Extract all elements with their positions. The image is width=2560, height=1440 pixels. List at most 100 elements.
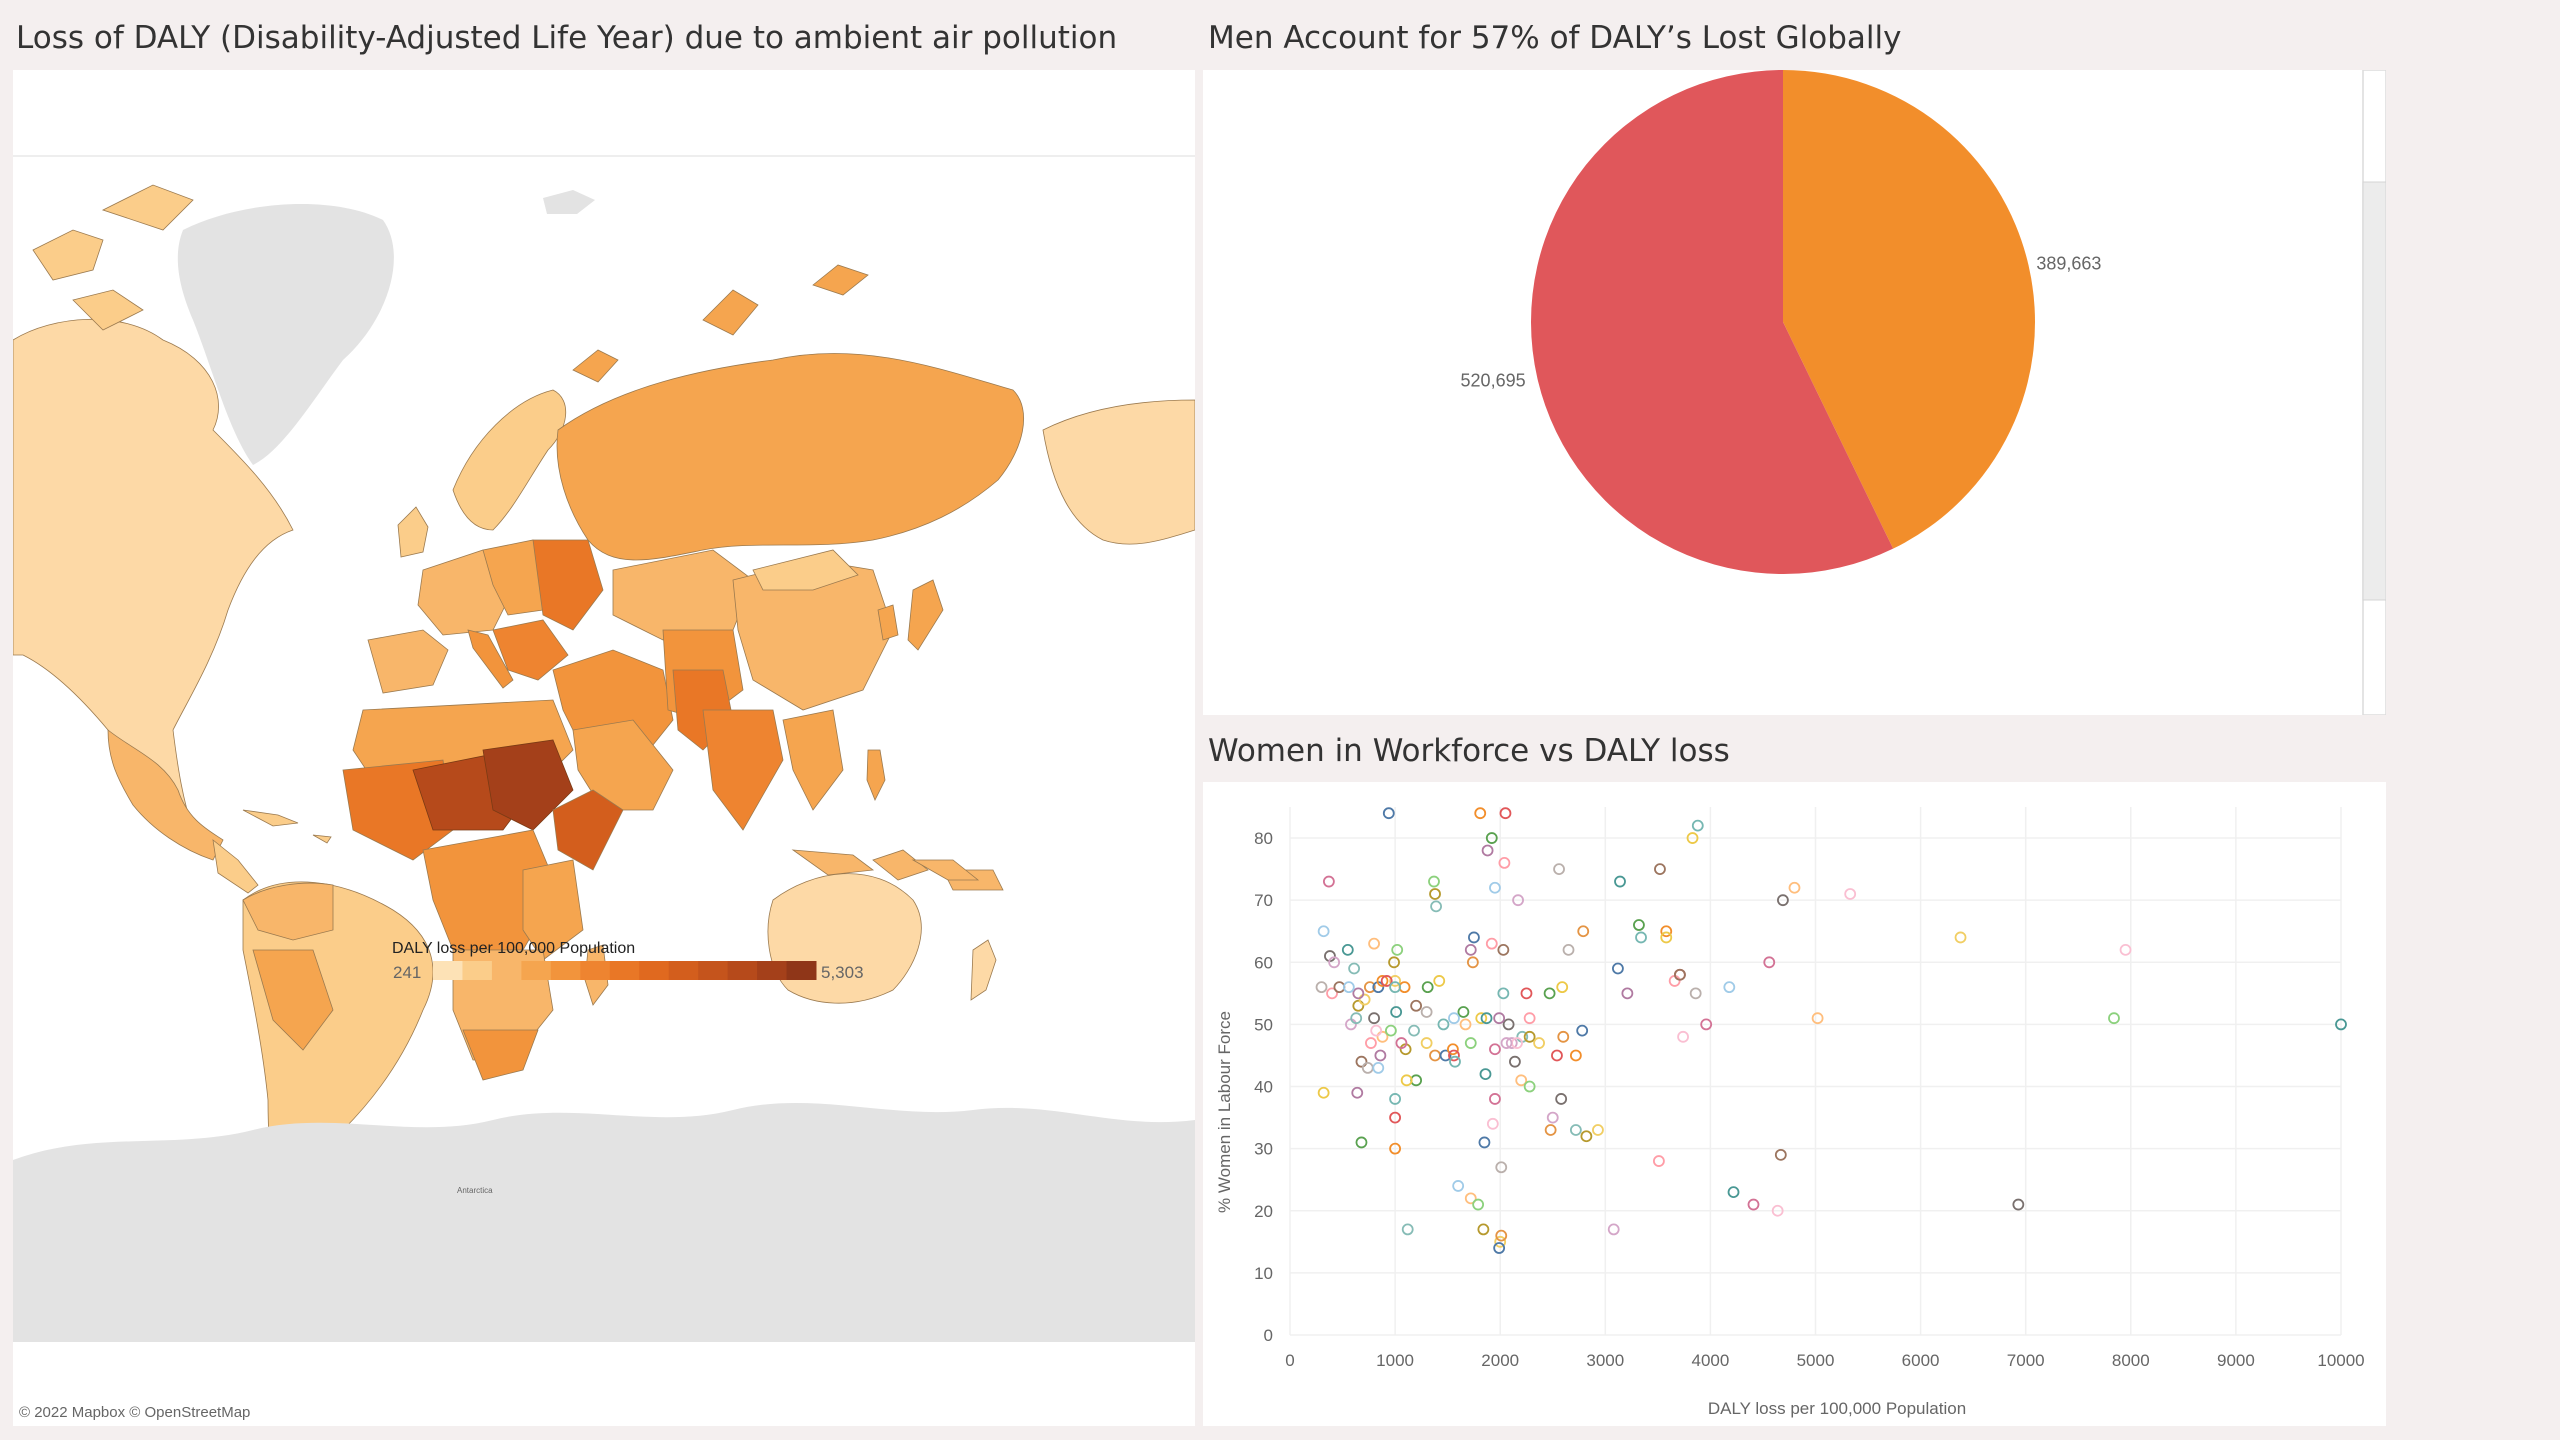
scatter-point[interactable] [1315,981,1328,994]
scrollbar-thumb[interactable] [2362,181,2386,601]
scatter-point[interactable] [2012,1198,2025,1211]
scatter-point[interactable] [1543,987,1556,1000]
scatter-point[interactable] [1495,1161,1508,1174]
scatter-point[interactable] [1479,1068,1492,1081]
scatter-point[interactable] [1660,931,1673,944]
country-korea-japan[interactable] [877,579,944,651]
scatter-point[interactable] [1498,857,1511,869]
scatter-point[interactable] [1493,1242,1506,1254]
scatter-point[interactable] [1553,863,1565,876]
scatter-point[interactable] [1569,1124,1582,1136]
scatter-point[interactable] [1421,981,1434,994]
choropleth-map[interactable]: Antarctica DALY loss per 100,000 Populat… [13,70,1195,1426]
scatter-point[interactable] [1370,1024,1383,1037]
scatter-point[interactable] [1420,1006,1433,1018]
scatter-point[interactable] [1368,1012,1380,1025]
country-south-africa[interactable] [462,1029,539,1081]
country-uk[interactable] [397,506,429,558]
scatter-point[interactable] [1520,987,1533,1000]
scatter-point[interactable] [1376,1030,1389,1043]
country-papua-new-guinea[interactable] [911,859,980,881]
scatter-point[interactable] [1464,1192,1477,1205]
scatter-point[interactable] [1523,1012,1536,1025]
scatter-point[interactable] [1322,875,1335,888]
scatter-point[interactable] [1523,1030,1536,1043]
scatter-point[interactable] [1449,1055,1461,1068]
scatter-point[interactable] [1700,1018,1713,1031]
scatter-point[interactable] [1480,1012,1493,1025]
scatter-point[interactable] [1429,1049,1441,1062]
scatter-point[interactable] [1500,1037,1513,1049]
scatter-point[interactable] [1747,1198,1760,1211]
country-southeast-asia[interactable] [782,709,844,811]
scatter-point[interactable] [1428,875,1440,888]
scatter-point[interactable] [1633,919,1645,931]
scatter-point[interactable] [1317,1086,1330,1099]
scatter-point[interactable] [1614,875,1626,888]
scatter-point[interactable] [1580,1130,1593,1143]
scatter-point[interactable] [1388,956,1400,969]
scatter-point[interactable] [1523,1080,1536,1093]
scatter-point[interactable] [1485,832,1498,844]
scatter-point[interactable] [1621,987,1634,1000]
scatter-point[interactable] [1439,1049,1452,1062]
scatter-point[interactable] [1333,981,1346,994]
scatter-point[interactable] [1468,931,1480,944]
pie-slice[interactable] [1783,70,2036,549]
country-eastern-europe[interactable] [532,539,604,631]
scatter-point[interactable] [1562,943,1575,956]
scatter-point[interactable] [1382,807,1395,820]
scatter-point[interactable] [1420,1037,1433,1049]
scatter-point[interactable] [1486,1117,1499,1130]
scatter-point[interactable] [1509,1055,1521,1068]
scatter-point[interactable] [1457,1006,1470,1018]
scatter-point[interactable] [1489,1093,1501,1105]
scatter-point[interactable] [1533,1037,1545,1049]
scatter-point[interactable] [1502,1018,1515,1031]
scatter-point[interactable] [1777,894,1789,907]
scatter-point[interactable] [1499,807,1512,820]
scatter-point[interactable] [1448,1012,1460,1025]
country-scandinavia[interactable] [452,389,567,531]
scatter-point[interactable] [1686,832,1699,844]
scatter-point[interactable] [1466,956,1479,969]
scatter-point[interactable] [1389,1142,1402,1155]
scatter-point[interactable] [1410,999,1423,1012]
scatter-point[interactable] [1433,975,1446,987]
country-italy[interactable] [467,629,514,689]
scatter-point[interactable] [1497,987,1510,1000]
scatter-point[interactable] [1391,943,1404,956]
scatter-point[interactable] [1342,981,1355,994]
scatter-point[interactable] [1494,1235,1507,1248]
scatter-point[interactable] [2108,1012,2120,1025]
scatter-point[interactable] [1363,981,1376,994]
scatter-point[interactable] [1569,1049,1582,1062]
country-iberia[interactable] [367,629,449,694]
country-russia[interactable] [556,353,1025,561]
scatter-point[interactable] [1493,1012,1506,1025]
scatter-point[interactable] [1612,962,1624,975]
country-philippines[interactable] [866,749,886,801]
scatter-point[interactable] [1395,1037,1408,1049]
scatter-point[interactable] [1489,881,1501,894]
scatter-point[interactable] [1350,1012,1363,1025]
country-alaska[interactable] [1042,399,1195,545]
scatter-point[interactable] [1429,888,1441,900]
scatter-point[interactable] [1635,931,1647,944]
country-new-zealand[interactable] [970,939,997,1001]
scatter-point[interactable] [1677,1030,1689,1043]
country-arabia[interactable] [572,719,674,811]
scatter-point[interactable] [1544,1124,1557,1136]
scatter-chart[interactable]: 0 1000 2000 3000 4000 5000 6000 7000 8000 9000 100… [1203,782,2386,1426]
scatter-point[interactable] [2119,943,2132,956]
scatter-point[interactable] [1551,1049,1563,1062]
country-mongolia[interactable] [752,549,859,591]
scatter-point[interactable] [1326,987,1338,1000]
country-mexico[interactable] [107,729,224,861]
scatter-point[interactable] [1355,1055,1368,1068]
scatter-point[interactable] [1459,1018,1472,1031]
scatter-point[interactable] [1477,1223,1490,1236]
scatter-point[interactable] [1674,968,1686,981]
scatter-point[interactable] [1389,981,1402,994]
scatter-point[interactable] [1576,1024,1589,1037]
